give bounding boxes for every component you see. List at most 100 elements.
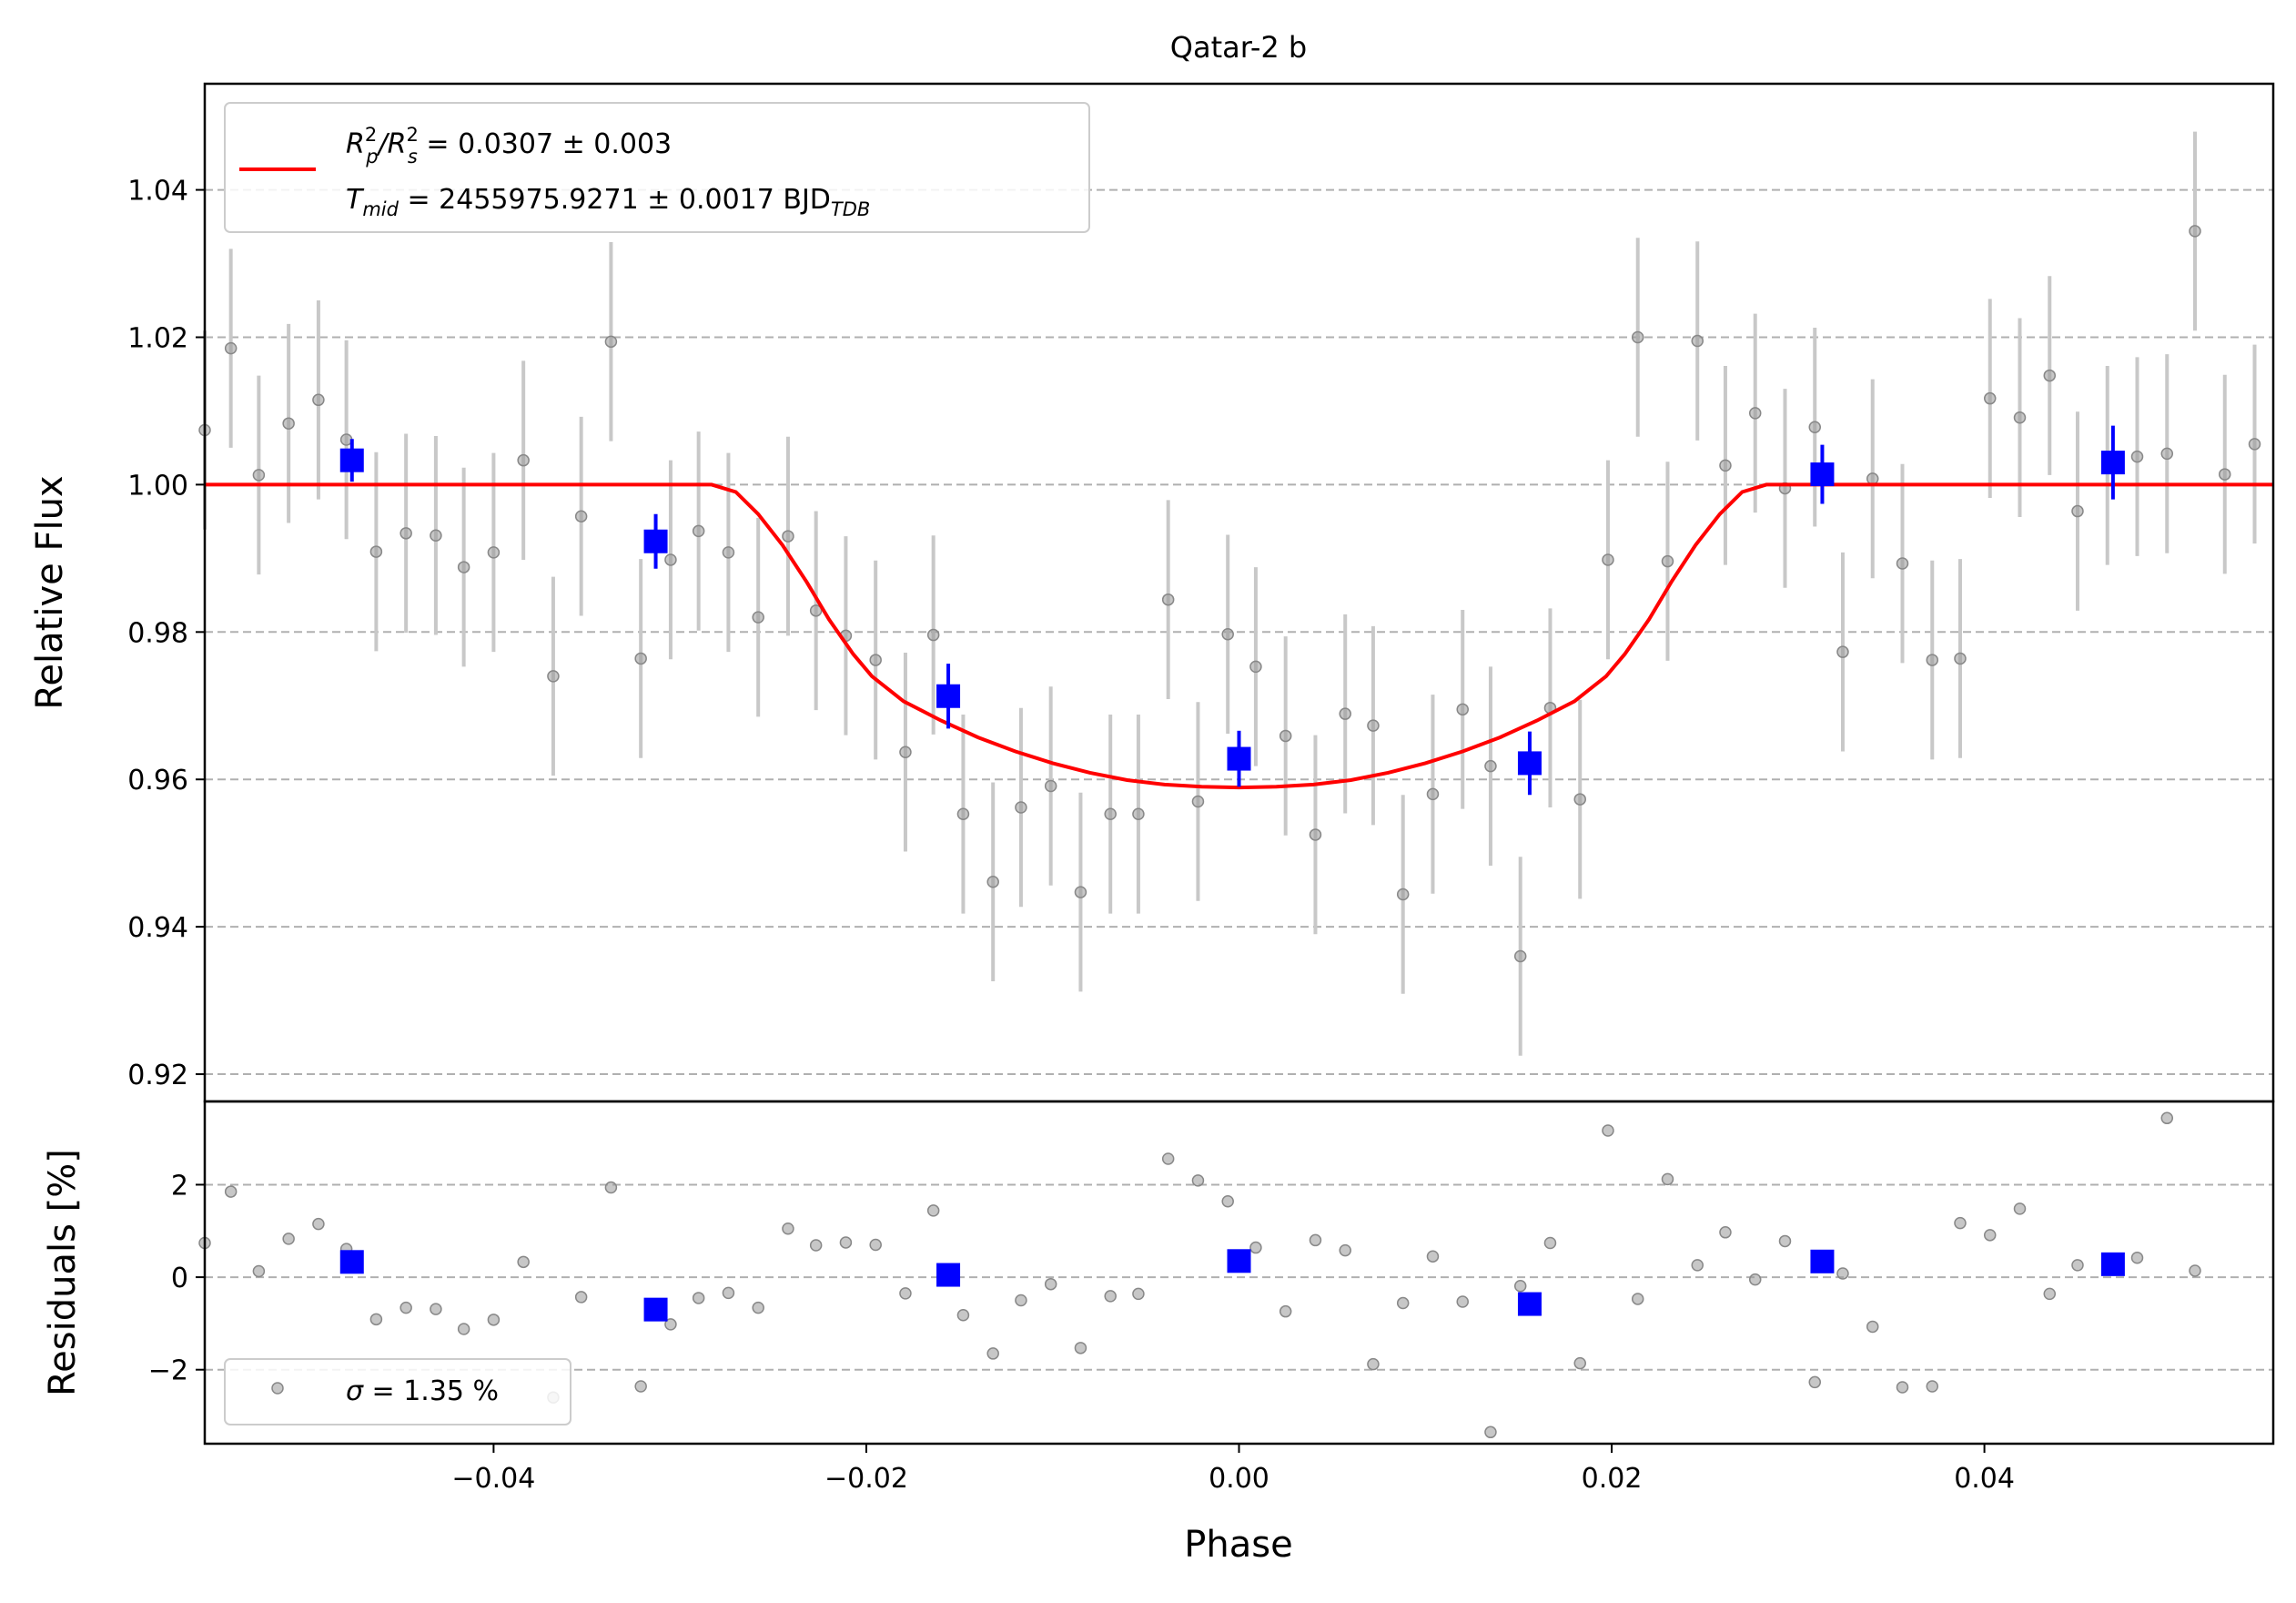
data-point bbox=[1132, 807, 1145, 821]
data-point bbox=[692, 524, 705, 538]
data-point bbox=[457, 561, 470, 573]
data-point bbox=[2219, 468, 2231, 481]
binned-residual-point bbox=[1517, 1292, 1542, 1316]
residual-point bbox=[2043, 1287, 2057, 1301]
data-point bbox=[1661, 554, 1674, 568]
data-point bbox=[1279, 729, 1292, 743]
residual-point bbox=[1778, 1234, 1792, 1248]
data-point bbox=[1044, 779, 1057, 793]
residual-point bbox=[2013, 1202, 2027, 1215]
bottom-gridlines bbox=[205, 1183, 2273, 1371]
residual-point bbox=[1543, 1236, 1557, 1250]
x-tick-label: −0.04 bbox=[451, 1463, 535, 1495]
residual-point bbox=[1691, 1259, 1704, 1272]
data-point bbox=[782, 530, 794, 543]
x-tick-label: −0.02 bbox=[824, 1463, 908, 1495]
data-point bbox=[2248, 438, 2261, 451]
data-point bbox=[752, 611, 764, 624]
data-point bbox=[574, 510, 588, 522]
residual-point bbox=[1602, 1124, 1614, 1137]
residual-point bbox=[809, 1239, 823, 1252]
data-point bbox=[986, 876, 999, 888]
data-point bbox=[369, 545, 383, 558]
residual-point bbox=[839, 1236, 853, 1249]
data-point bbox=[1161, 593, 1175, 606]
data-point bbox=[2043, 369, 2057, 382]
data-point bbox=[722, 546, 735, 559]
residual-point bbox=[1926, 1380, 1939, 1393]
binned-residual-point bbox=[2100, 1252, 2125, 1276]
residual-point bbox=[369, 1313, 383, 1326]
residual-point bbox=[1954, 1216, 1967, 1230]
binned-residual-point bbox=[1227, 1249, 1251, 1273]
top-panel: 0.92 0.94 0.96 0.98 1.00 1.02 1.04 Qatar-2 b R… bbox=[29, 30, 2275, 1103]
data-point bbox=[2189, 225, 2201, 238]
top-legend: R2 p/R2 s = 0.0307 ± 0.003 Tmid = 2455975.… bbox=[224, 102, 1090, 233]
residual-point bbox=[2130, 1251, 2144, 1264]
residual-point bbox=[1191, 1174, 1205, 1187]
residual-point bbox=[722, 1286, 735, 1300]
bottom-residual-points bbox=[198, 1111, 2201, 1439]
residual-point bbox=[487, 1314, 501, 1326]
residual-point bbox=[457, 1323, 470, 1335]
top-data-points bbox=[198, 131, 2261, 1056]
residual-point bbox=[634, 1380, 647, 1393]
x-ticks: −0.04 −0.02 0.00 0.02 0.04 bbox=[451, 1444, 2015, 1495]
binned-point bbox=[1810, 462, 1835, 487]
legend-mid-transit-time: Tmid = 2455975.9271 ± 0.0017 BJDTDB bbox=[346, 184, 870, 220]
residual-point bbox=[752, 1301, 764, 1314]
binned-point bbox=[339, 448, 364, 472]
data-point bbox=[1249, 660, 1262, 674]
data-point bbox=[252, 469, 266, 482]
residual-point bbox=[899, 1287, 912, 1300]
residual-point bbox=[1279, 1304, 1292, 1318]
data-point bbox=[1631, 330, 1644, 344]
binned-residual-point bbox=[1810, 1249, 1835, 1273]
binned-point bbox=[643, 529, 668, 553]
data-point bbox=[1748, 407, 1762, 420]
legend-radius-ratio: R2 p/R2 s = 0.0307 ± 0.003 bbox=[346, 124, 672, 167]
binned-residual-point bbox=[339, 1250, 364, 1274]
data-point bbox=[517, 453, 530, 467]
residual-point bbox=[1044, 1277, 1057, 1291]
data-point bbox=[634, 652, 647, 665]
data-point bbox=[2071, 504, 2084, 518]
x-tick-label: 0.04 bbox=[1954, 1463, 2015, 1495]
plot-title: Qatar-2 b bbox=[1170, 30, 1307, 65]
residual-point bbox=[574, 1291, 588, 1304]
bottom-y-tick-label: 0 bbox=[171, 1263, 188, 1294]
data-point bbox=[1926, 654, 1939, 666]
residual-point bbox=[1015, 1294, 1027, 1307]
bottom-y-ticks: −2 0 2 bbox=[148, 1170, 205, 1387]
binned-point bbox=[1227, 746, 1251, 771]
residual-point bbox=[2189, 1264, 2201, 1277]
data-point bbox=[1456, 703, 1469, 716]
residual-point bbox=[1983, 1229, 1997, 1242]
data-point bbox=[899, 746, 912, 759]
residual-point bbox=[869, 1238, 882, 1252]
residual-point bbox=[1866, 1320, 1879, 1334]
legend-sigma: σ = 1.35 % bbox=[346, 1375, 499, 1407]
data-point bbox=[224, 341, 238, 355]
binned-point bbox=[1517, 751, 1542, 776]
residual-point bbox=[1573, 1356, 1586, 1370]
data-point bbox=[1074, 886, 1087, 898]
residual-point bbox=[664, 1318, 677, 1331]
residual-point bbox=[1456, 1295, 1469, 1308]
residual-point bbox=[1661, 1172, 1674, 1186]
bottom-panel: −2 0 2 −0.04 −0.02 0.00 0.02 0.04 Phase Residu… bbox=[42, 1100, 2275, 1566]
data-point bbox=[1513, 949, 1527, 963]
residual-point bbox=[782, 1222, 794, 1235]
top-y-tick-label: 0.96 bbox=[127, 765, 188, 796]
residual-point bbox=[282, 1233, 295, 1245]
residual-point bbox=[2160, 1111, 2174, 1125]
data-point bbox=[1396, 888, 1410, 901]
binned-point bbox=[936, 684, 961, 708]
data-point bbox=[809, 604, 823, 617]
top-gridlines bbox=[205, 188, 2273, 1076]
bottom-legend: σ = 1.35 % bbox=[224, 1358, 571, 1425]
data-point bbox=[1896, 557, 1909, 570]
data-point bbox=[430, 529, 442, 543]
bottom-y-tick-label: −2 bbox=[148, 1355, 188, 1387]
